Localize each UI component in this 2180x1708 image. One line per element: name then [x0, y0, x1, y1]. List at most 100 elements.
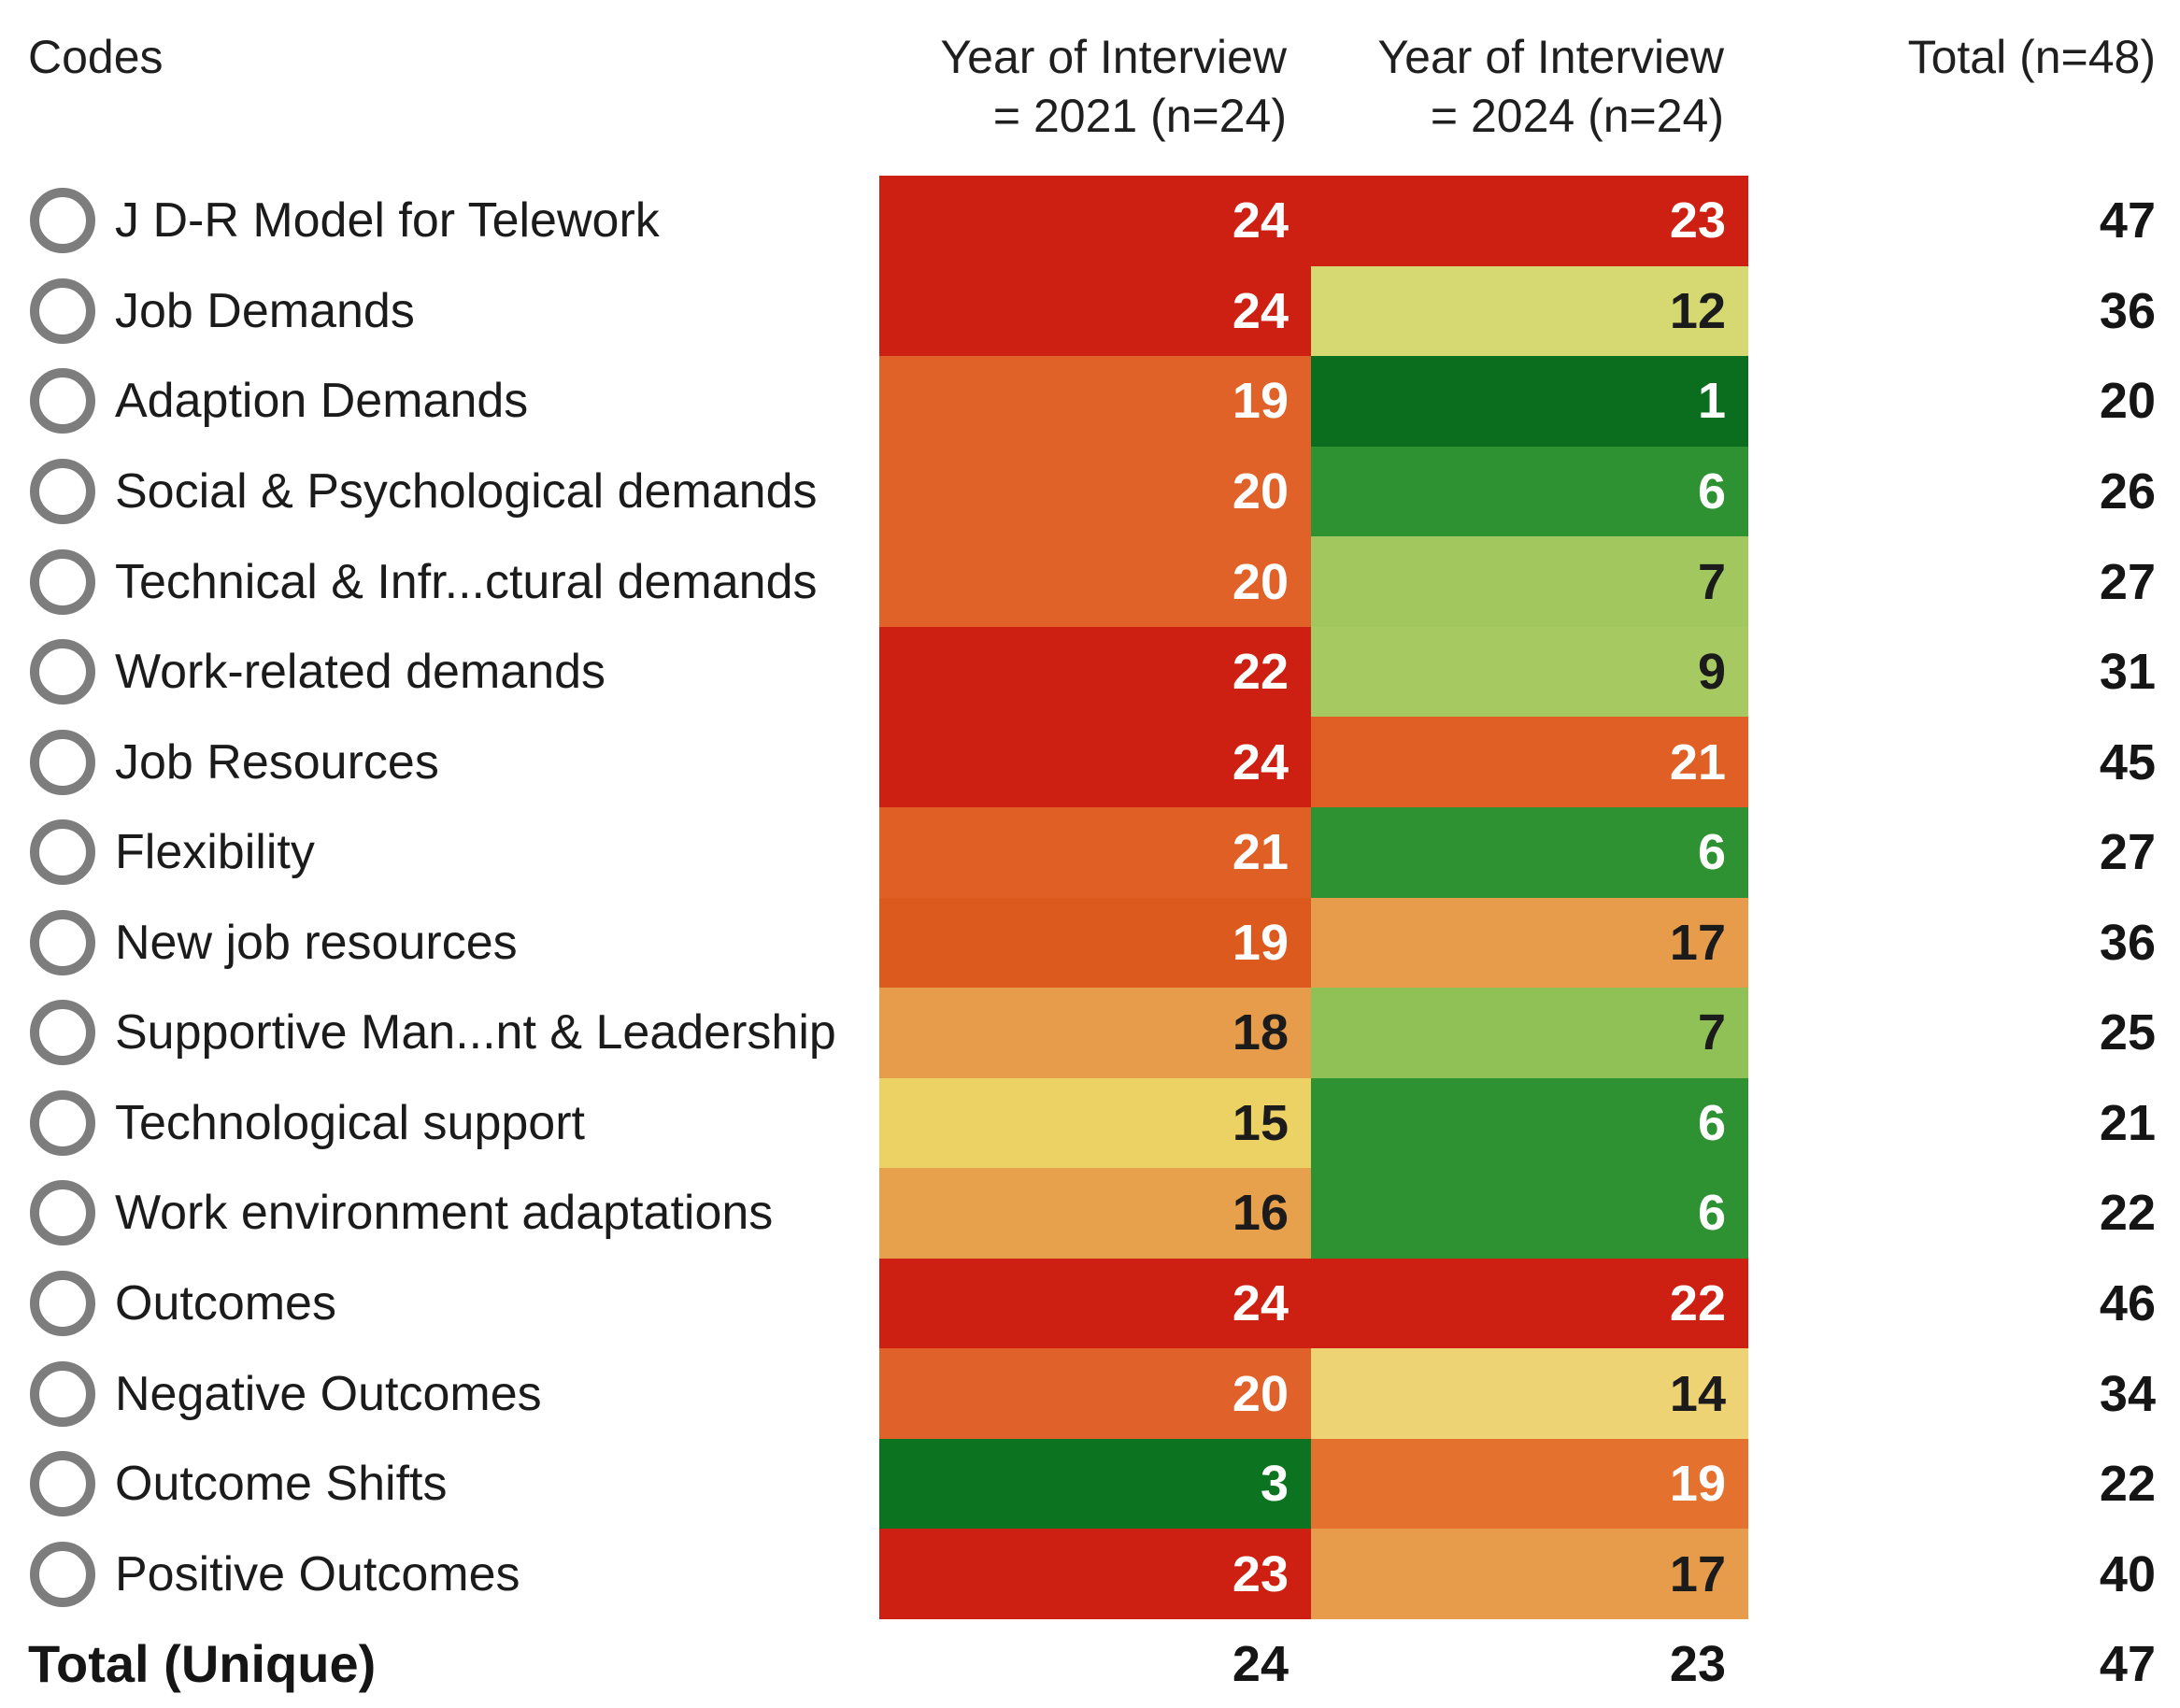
cell-2024[interactable]: 7	[1311, 536, 1748, 627]
code-circle-icon[interactable]	[30, 188, 95, 254]
row-total: 36	[1748, 265, 2180, 357]
cell-2024-value: 6	[1697, 1094, 1726, 1151]
cell-2021[interactable]: 24	[879, 717, 1311, 807]
code-label-cell[interactable]: Adaption Demands	[0, 356, 879, 447]
code-label-cell[interactable]: Social & Psychological demands	[0, 446, 879, 537]
cell-2021[interactable]: 23	[879, 1529, 1311, 1619]
code-circle-icon[interactable]	[30, 458, 95, 524]
code-circle-icon[interactable]	[30, 1360, 95, 1427]
cell-2024[interactable]: 23	[1311, 176, 1748, 266]
row-total: 25	[1748, 988, 2180, 1078]
code-circle-icon[interactable]	[30, 278, 95, 344]
code-circle-icon[interactable]	[30, 1271, 95, 1337]
code-label-cell[interactable]: Work-related demands	[0, 626, 879, 718]
cell-2024[interactable]: 1	[1311, 356, 1748, 447]
table-row[interactable]: Technical & Infr...ctural demands 20 7 2…	[0, 536, 2180, 627]
table-row[interactable]: Job Demands 24 12 36	[0, 265, 2180, 357]
code-circle-icon[interactable]	[30, 1089, 95, 1156]
cell-2024-value: 6	[1697, 1185, 1726, 1242]
code-circle-icon[interactable]	[30, 819, 95, 886]
cell-2021[interactable]: 16	[879, 1168, 1311, 1259]
code-label-cell[interactable]: Flexibility	[0, 806, 879, 898]
table-row[interactable]: Flexibility 21 6 27	[0, 806, 2180, 898]
cell-2021[interactable]: 22	[879, 626, 1311, 718]
table-row[interactable]: J D-R Model for Telework 24 23 47	[0, 176, 2180, 266]
cell-2021[interactable]: 18	[879, 988, 1311, 1078]
cell-2024[interactable]: 6	[1311, 1077, 1748, 1169]
table-row[interactable]: Job Resources 24 21 45	[0, 717, 2180, 807]
code-label-cell[interactable]: Technical & Infr...ctural demands	[0, 536, 879, 627]
cell-2024[interactable]: 22	[1311, 1258, 1748, 1349]
cell-2024[interactable]: 17	[1311, 897, 1748, 989]
codes-column-header: Codes	[28, 31, 164, 83]
cell-2021[interactable]: 20	[879, 536, 1311, 627]
table-row[interactable]: Social & Psychological demands 20 6 26	[0, 446, 2180, 537]
code-label: Technical & Infr...ctural demands	[115, 554, 818, 609]
cell-2021[interactable]: 20	[879, 446, 1311, 537]
cell-2024[interactable]: 17	[1311, 1529, 1748, 1619]
cell-2024[interactable]: 19	[1311, 1438, 1748, 1530]
code-label: Work-related demands	[115, 645, 606, 700]
cell-2021[interactable]: 19	[879, 897, 1311, 989]
cell-2021-value: 18	[1232, 1004, 1289, 1061]
cell-2021[interactable]: 24	[879, 265, 1311, 357]
table-row[interactable]: New job resources 19 17 36	[0, 897, 2180, 989]
code-circle-icon[interactable]	[30, 639, 95, 705]
cell-2021-value: 21	[1232, 824, 1289, 881]
cell-2021[interactable]: 20	[879, 1348, 1311, 1439]
total-column-header: Total (n=48)	[1907, 31, 2156, 83]
cell-2021-value: 24	[1232, 192, 1289, 249]
code-label-cell[interactable]: Supportive Man...nt & Leadership	[0, 988, 879, 1078]
code-label-cell[interactable]: New job resources	[0, 897, 879, 989]
cell-2021[interactable]: 21	[879, 806, 1311, 898]
code-label-cell[interactable]: Job Demands	[0, 265, 879, 357]
cell-2024[interactable]: 6	[1311, 446, 1748, 537]
row-total: 26	[1748, 446, 2180, 537]
cell-2024[interactable]: 14	[1311, 1348, 1748, 1439]
table-row[interactable]: Work environment adaptations 16 6 22	[0, 1168, 2180, 1259]
code-label-cell[interactable]: Technological support	[0, 1077, 879, 1169]
cell-2024[interactable]: 6	[1311, 1168, 1748, 1259]
table-row[interactable]: Outcome Shifts 3 19 22	[0, 1438, 2180, 1530]
row-total: 34	[1748, 1348, 2180, 1439]
cell-2024[interactable]: 7	[1311, 988, 1748, 1078]
table-row[interactable]: Positive Outcomes 23 17 40	[0, 1529, 2180, 1619]
code-label-cell[interactable]: Outcome Shifts	[0, 1438, 879, 1530]
table-row[interactable]: Adaption Demands 19 1 20	[0, 356, 2180, 447]
cell-2024-value: 6	[1697, 824, 1726, 881]
code-label: Positive Outcomes	[115, 1546, 520, 1601]
cell-2024[interactable]: 9	[1311, 626, 1748, 718]
code-label-cell[interactable]: Outcomes	[0, 1258, 879, 1349]
code-circle-icon[interactable]	[30, 1541, 95, 1607]
cell-2024[interactable]: 12	[1311, 265, 1748, 357]
code-label-cell[interactable]: Job Resources	[0, 717, 879, 807]
code-label-cell[interactable]: Positive Outcomes	[0, 1529, 879, 1619]
code-circle-icon[interactable]	[30, 1000, 95, 1066]
cell-2024[interactable]: 21	[1311, 717, 1748, 807]
code-circle-icon[interactable]	[30, 909, 95, 975]
code-circle-icon[interactable]	[30, 729, 95, 795]
table-row[interactable]: Outcomes 24 22 46	[0, 1258, 2180, 1349]
cell-2024-value: 21	[1669, 733, 1726, 790]
code-label-cell[interactable]: J D-R Model for Telework	[0, 176, 879, 266]
code-label-cell[interactable]: Work environment adaptations	[0, 1168, 879, 1259]
row-total: 46	[1748, 1258, 2180, 1349]
cell-2021[interactable]: 24	[879, 176, 1311, 266]
cell-2024-value: 19	[1669, 1456, 1726, 1513]
table-row[interactable]: Negative Outcomes 20 14 34	[0, 1348, 2180, 1439]
cell-2021[interactable]: 24	[879, 1258, 1311, 1349]
code-label: Work environment adaptations	[115, 1186, 774, 1241]
cell-2021[interactable]: 3	[879, 1438, 1311, 1530]
cell-2021[interactable]: 19	[879, 356, 1311, 447]
table-row[interactable]: Supportive Man...nt & Leadership 18 7 25	[0, 988, 2180, 1078]
code-circle-icon[interactable]	[30, 1180, 95, 1246]
cell-2024[interactable]: 6	[1311, 806, 1748, 898]
code-label-cell[interactable]: Negative Outcomes	[0, 1348, 879, 1439]
code-circle-icon[interactable]	[30, 548, 95, 615]
table-row[interactable]: Technological support 15 6 21	[0, 1077, 2180, 1169]
code-circle-icon[interactable]	[30, 1451, 95, 1517]
table-row[interactable]: Work-related demands 22 9 31	[0, 626, 2180, 718]
code-circle-icon[interactable]	[30, 368, 95, 434]
cell-2021[interactable]: 15	[879, 1077, 1311, 1169]
column-header-2021: Year of Interview = 2021 (n=24)	[879, 0, 1311, 176]
